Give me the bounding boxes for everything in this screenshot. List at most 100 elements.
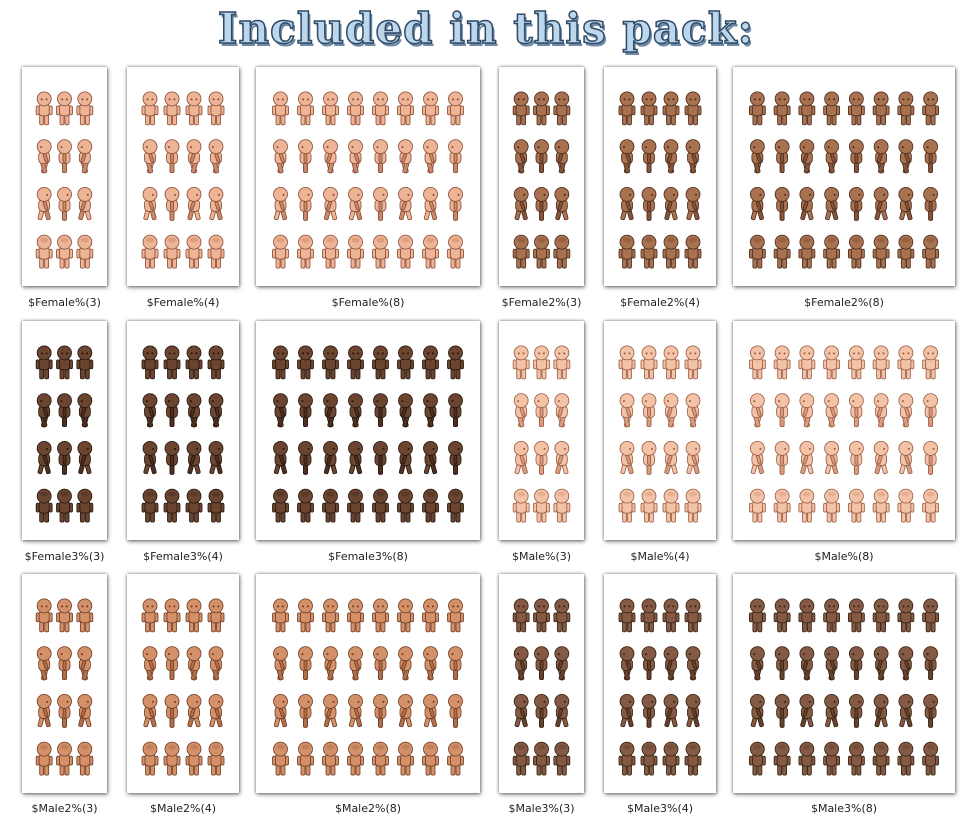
character-sprite	[684, 598, 702, 633]
character-sprite	[847, 741, 865, 776]
character-sprite	[618, 741, 636, 776]
sheet-label: $Male%(8)	[814, 550, 874, 563]
character-sprite	[685, 139, 701, 174]
character-sprite	[422, 345, 439, 380]
character-sprite	[922, 488, 940, 523]
character-sprite	[640, 234, 658, 269]
character-sprite	[448, 186, 463, 221]
character-sprite	[36, 186, 52, 221]
character-sprite	[36, 440, 52, 475]
character-sprite	[57, 393, 72, 428]
character-sprite	[684, 488, 702, 523]
character-sprite	[618, 234, 636, 269]
character-sprite	[322, 234, 339, 269]
character-sprite	[774, 186, 790, 221]
character-sprite	[76, 234, 94, 269]
character-sprite	[872, 598, 890, 633]
character-sprite	[848, 186, 864, 221]
character-sprite	[641, 139, 657, 174]
sprite-grid	[748, 91, 940, 269]
character-sprite	[142, 139, 158, 174]
character-sprite	[57, 646, 72, 681]
character-sprite	[824, 393, 840, 428]
character-sprite	[347, 345, 364, 380]
character-sprite	[847, 598, 865, 633]
character-sprite	[847, 345, 865, 380]
character-sprite	[685, 440, 701, 475]
character-sprite	[397, 91, 414, 126]
character-sprite	[848, 693, 864, 728]
character-sprite	[77, 646, 93, 681]
character-sprite	[373, 186, 388, 221]
character-sprite	[164, 646, 180, 681]
character-sprite	[77, 440, 93, 475]
page-title: Included in this pack:	[217, 3, 755, 54]
character-sprite	[553, 598, 571, 633]
character-sprite	[373, 393, 388, 428]
character-sprite	[799, 139, 815, 174]
sprite-grid	[512, 345, 571, 523]
character-sprite	[773, 741, 791, 776]
character-sprite	[534, 646, 549, 681]
character-sprite	[619, 693, 635, 728]
character-sprite	[685, 646, 701, 681]
character-sprite	[298, 139, 313, 174]
sprite-grid	[748, 598, 940, 776]
character-sprite	[423, 186, 438, 221]
character-sprite	[898, 186, 914, 221]
character-sprite	[898, 440, 914, 475]
character-sprite	[534, 139, 549, 174]
character-sprite	[662, 91, 680, 126]
character-sprite	[823, 234, 841, 269]
character-sprite	[553, 488, 571, 523]
character-sprite	[619, 186, 635, 221]
sprite-grid	[618, 345, 702, 523]
sprite-sheet-female2-4	[604, 67, 716, 286]
character-sprite	[923, 693, 939, 728]
character-sprite	[423, 693, 438, 728]
character-sprite	[448, 440, 463, 475]
sprite-sheet-female3-8	[256, 321, 480, 540]
character-sprite	[823, 345, 841, 380]
character-sprite	[873, 646, 889, 681]
character-sprite	[748, 741, 766, 776]
character-sprite	[141, 598, 159, 633]
character-sprite	[685, 186, 701, 221]
sprite-sheet-male-3	[499, 321, 584, 540]
character-sprite	[533, 741, 550, 776]
character-sprite	[372, 741, 389, 776]
character-sprite	[57, 693, 72, 728]
sheet-label: $Male3%(4)	[626, 802, 694, 815]
character-sprite	[619, 646, 635, 681]
character-sprite	[422, 488, 439, 523]
character-sprite	[554, 186, 570, 221]
character-sprite	[618, 488, 636, 523]
character-sprite	[748, 91, 766, 126]
character-sprite	[56, 234, 73, 269]
character-sprite	[397, 598, 414, 633]
sprite-sheet-female2-3	[499, 67, 584, 286]
character-sprite	[872, 345, 890, 380]
sheet-label: $Male3%(3)	[508, 802, 575, 815]
character-sprite	[323, 393, 338, 428]
character-sprite	[372, 598, 389, 633]
character-sprite	[898, 393, 914, 428]
character-sprite	[347, 91, 364, 126]
character-sprite	[823, 741, 841, 776]
character-sprite	[897, 488, 915, 523]
character-sprite	[873, 186, 889, 221]
character-sprite	[397, 234, 414, 269]
character-sprite	[76, 345, 94, 380]
character-sprite	[164, 440, 180, 475]
character-sprite	[848, 646, 864, 681]
character-sprite	[922, 91, 940, 126]
character-sprite	[323, 186, 338, 221]
character-sprite	[273, 186, 288, 221]
character-sprite	[641, 693, 657, 728]
character-sprite	[164, 186, 180, 221]
character-sprite	[619, 393, 635, 428]
character-sprite	[185, 345, 203, 380]
character-sprite	[448, 393, 463, 428]
character-sprite	[322, 598, 339, 633]
character-sprite	[76, 488, 94, 523]
